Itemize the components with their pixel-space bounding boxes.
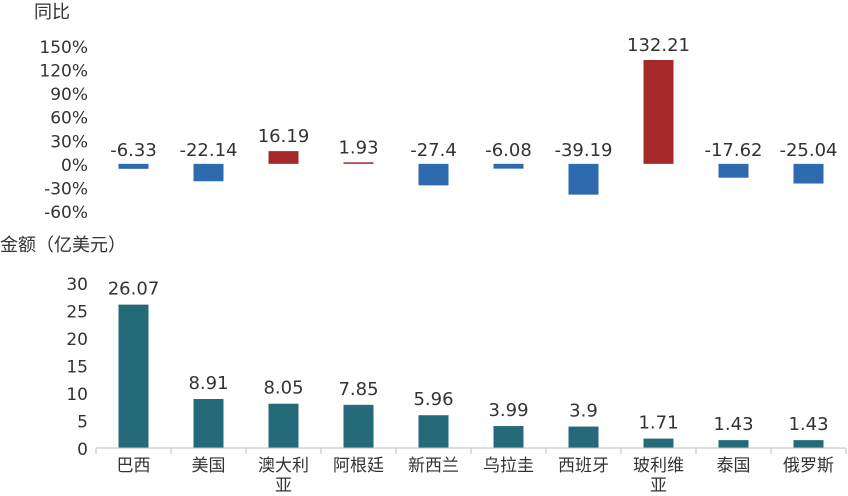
top-y-tick-label: 60% [50,109,88,129]
top-y-tick-label: 90% [50,85,88,105]
bottom-data-label: 1.43 [713,414,753,435]
bottom-data-label: 26.07 [108,279,160,300]
top-bar-4 [418,163,449,186]
bottom-y-tick-label: 25 [66,303,88,323]
bottom-data-label: 3.9 [569,401,598,422]
bottom-data-label: 3.99 [488,400,528,421]
bottom-data-label: 1.43 [788,414,828,435]
top-data-label: -6.33 [110,140,157,161]
top-chart-title: 同比 [34,2,70,23]
bottom-y-tick-label: 0 [77,440,88,460]
bottom-y-tick-label: 10 [66,385,88,405]
x-category-label: 俄罗斯 [783,456,834,476]
top-y-tick-label: 30% [50,132,88,152]
top-bar-9 [793,163,824,184]
top-bar-5 [493,163,524,169]
bottom-bar-3 [343,404,374,448]
x-category-label: 乌拉圭 [483,456,534,476]
bottom-data-label: 8.05 [263,378,303,399]
bottom-bar-0 [118,304,149,448]
x-category-label: 新西兰 [408,456,459,476]
bottom-bar-4 [418,415,449,448]
bottom-bar-8 [718,440,749,448]
top-bar-6 [568,163,599,195]
bottom-bar-5 [493,426,524,448]
top-y-tick-label: 0% [61,156,88,176]
bottom-data-label: 1.71 [638,413,678,434]
bottom-y-tick-label: 30 [66,275,88,295]
top-bar-0 [118,163,149,169]
bottom-chart-title: 金额（亿美元） [0,235,126,256]
top-data-label: 16.19 [258,126,310,147]
bottom-bar-2 [268,403,299,448]
bottom-data-label: 7.85 [338,379,378,400]
bottom-bar-1 [193,398,224,448]
top-data-label: 132.21 [627,35,690,56]
bottom-data-label: 8.91 [188,373,228,394]
top-data-label: -22.14 [179,140,237,161]
top-data-label: -25.04 [779,140,837,161]
x-category-label: 泰国 [717,456,751,476]
x-category-label: 西班牙 [558,456,609,476]
x-category-label: 玻利维 [633,456,684,476]
top-bar-7 [643,59,674,164]
top-y-tick-label: 150% [39,38,88,58]
bottom-y-tick-label: 15 [66,358,88,378]
x-category-label: 巴西 [117,456,151,476]
top-data-label: -27.4 [410,140,457,161]
x-category-label: 阿根廷 [333,456,384,476]
x-category-label: 澳大利 [258,456,309,476]
bottom-data-label: 5.96 [413,389,453,410]
top-bar-1 [193,163,224,182]
bottom-bar-7 [643,438,674,448]
top-bar-8 [718,163,749,178]
top-data-label: -17.62 [704,140,762,161]
bottom-y-tick-label: 20 [66,330,88,350]
x-category-label: 亚 [275,476,292,492]
bottom-bar-9 [793,440,824,448]
top-y-tick-label: 120% [39,62,88,82]
top-y-tick-label: -60% [44,203,88,223]
x-category-label: 美国 [192,456,226,476]
x-category-label: 亚 [650,476,667,492]
bottom-bar-6 [568,426,599,448]
top-bar-2 [268,151,299,164]
top-data-label: -39.19 [554,140,612,161]
top-y-tick-label: -30% [44,179,88,199]
bottom-y-tick-label: 5 [77,413,88,433]
top-data-label: 1.93 [338,137,378,158]
top-bar-3 [343,162,374,164]
top-data-label: -6.08 [485,140,532,161]
